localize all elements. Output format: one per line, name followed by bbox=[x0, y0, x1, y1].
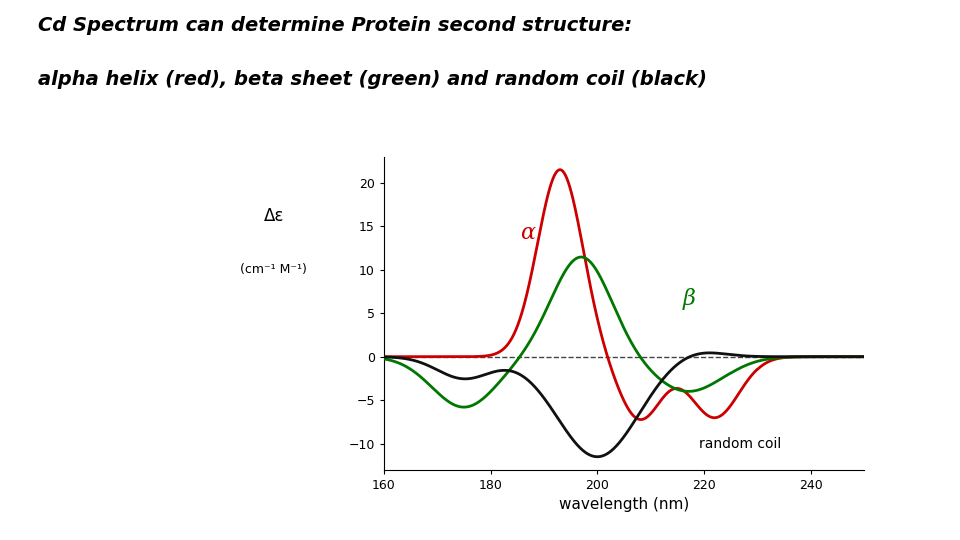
Text: Δε: Δε bbox=[263, 207, 284, 225]
Text: alpha helix (red), beta sheet (green) and random coil (black): alpha helix (red), beta sheet (green) an… bbox=[38, 70, 708, 89]
Text: β: β bbox=[683, 287, 696, 309]
Text: random coil: random coil bbox=[699, 437, 780, 451]
Text: Cd Spectrum can determine Protein second structure:: Cd Spectrum can determine Protein second… bbox=[38, 16, 633, 35]
Text: (cm⁻¹ M⁻¹): (cm⁻¹ M⁻¹) bbox=[240, 264, 307, 276]
Text: α: α bbox=[520, 222, 535, 244]
X-axis label: wavelength (nm): wavelength (nm) bbox=[559, 497, 689, 512]
